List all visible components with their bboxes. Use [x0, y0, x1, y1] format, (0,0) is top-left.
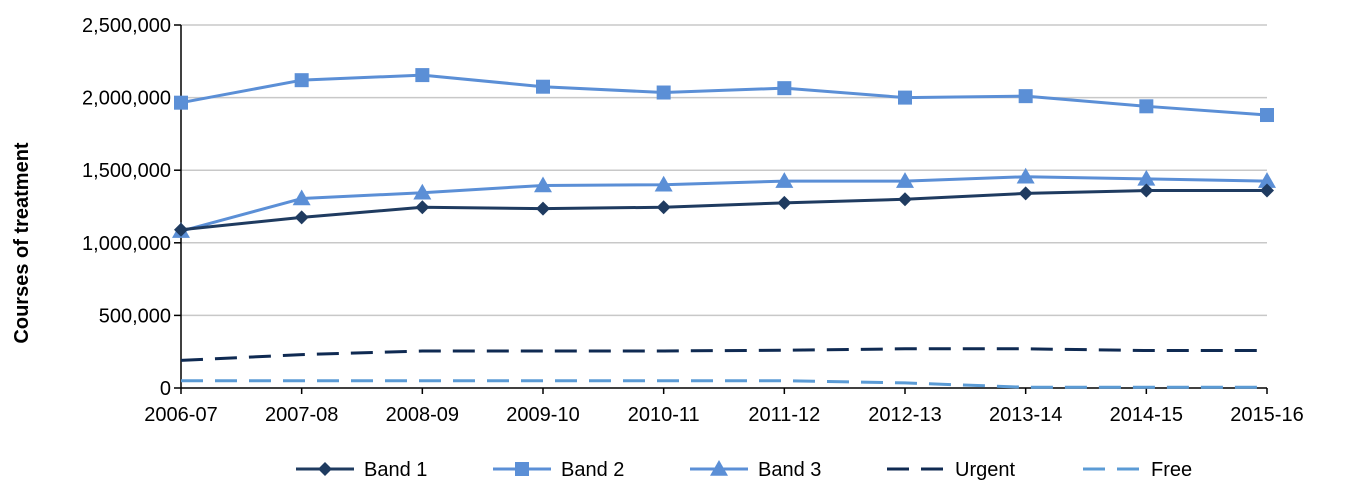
- x-tick-label: 2014-15: [1110, 404, 1183, 426]
- y-tick-label: 1,000,000: [82, 233, 171, 255]
- data-point-band-1: [174, 222, 188, 237]
- series-line-band-1: [180, 189, 1267, 232]
- x-tick-label: 2013-14: [989, 404, 1062, 426]
- y-tick-label: 2,500,000: [82, 15, 171, 37]
- series-urgent: [180, 347, 1267, 362]
- legend-entry-band-3: Band 3: [690, 459, 821, 481]
- data-point-band-1: [415, 200, 430, 215]
- data-point-band-3: [1016, 167, 1035, 184]
- data-point-band-3: [775, 172, 794, 188]
- series-free: [181, 379, 1267, 389]
- data-point-band-2: [1018, 89, 1033, 104]
- data-point-band-1: [1139, 183, 1154, 198]
- x-tick-label: 2011-12: [748, 404, 820, 426]
- series-group: [172, 68, 1276, 389]
- x-tick-label: 2012-13: [868, 404, 941, 426]
- y-axis-ticks: 0 500,000 1,000,000 1,500,000 2,000,000 2,500…: [82, 15, 181, 400]
- legend: Band 1 Band 2 Band 3 Urgent Free: [296, 459, 1192, 481]
- series-band-2: [174, 68, 1274, 123]
- data-point-band-2: [898, 90, 912, 105]
- legend-label-free: Free: [1151, 459, 1192, 481]
- data-point-band-1: [294, 210, 309, 225]
- legend-label-band-2: Band 2: [561, 459, 624, 481]
- data-point-band-2: [294, 73, 309, 88]
- legend-marker-band-3: [710, 460, 728, 476]
- data-point-band-1: [1260, 183, 1274, 198]
- series-band-3: [172, 167, 1276, 238]
- legend-marker-band-1: [318, 462, 332, 476]
- x-axis-ticks: 2006-07 2007-08 2008-09 2009-10 2010-11 2011-…: [144, 388, 1304, 426]
- data-point-band-2: [1260, 108, 1274, 123]
- data-point-band-3: [534, 176, 552, 193]
- y-tick-label: 2,000,000: [82, 88, 171, 110]
- series-line-band-3: [180, 175, 1268, 233]
- data-point-band-3: [292, 189, 311, 206]
- data-point-band-3: [413, 183, 432, 200]
- series-band-1: [174, 183, 1274, 237]
- legend-label-band-1: Band 1: [364, 459, 427, 481]
- data-point-band-3: [896, 172, 914, 188]
- legend-label-band-3: Band 3: [758, 459, 821, 481]
- x-tick-label: 2010-11: [628, 404, 700, 426]
- legend-entry-free: Free: [1083, 459, 1192, 481]
- data-point-band-1: [536, 201, 550, 216]
- x-tick-label: 2007-08: [265, 404, 338, 426]
- legend-entry-band-1: Band 1: [296, 459, 427, 481]
- data-point-band-3: [1137, 169, 1156, 186]
- x-tick-label: 2008-09: [386, 404, 459, 426]
- y-axis-label: Courses of treatment: [11, 142, 33, 343]
- x-tick-label: 2015-16: [1230, 404, 1303, 426]
- data-point-band-1: [656, 200, 671, 215]
- data-point-band-2: [415, 68, 430, 83]
- x-tick-label: 2009-10: [506, 404, 579, 426]
- data-point-band-2: [1139, 99, 1154, 114]
- y-tick-label: 500,000: [99, 305, 171, 327]
- data-point-band-2: [777, 81, 792, 96]
- series-line-band-2: [180, 73, 1268, 117]
- data-point-band-1: [1018, 186, 1033, 201]
- legend-entry-urgent: Urgent: [887, 459, 1015, 481]
- gridlines: [181, 24, 1267, 317]
- data-point-band-1: [777, 195, 792, 210]
- legend-marker-band-2: [515, 462, 529, 476]
- data-point-band-3: [1258, 172, 1276, 188]
- x-tick-label: 2006-07: [144, 404, 217, 426]
- data-point-band-2: [656, 85, 671, 100]
- series-line-urgent: [180, 347, 1267, 362]
- series-line-free: [181, 379, 1267, 389]
- legend-entry-band-2: Band 2: [493, 459, 624, 481]
- data-point-band-2: [536, 79, 550, 94]
- data-point-band-2: [174, 95, 188, 110]
- y-tick-label: 0: [160, 378, 171, 400]
- data-point-band-1: [898, 192, 912, 207]
- y-tick-label: 1,500,000: [82, 160, 171, 182]
- data-point-band-3: [654, 175, 673, 192]
- legend-label-urgent: Urgent: [955, 459, 1015, 481]
